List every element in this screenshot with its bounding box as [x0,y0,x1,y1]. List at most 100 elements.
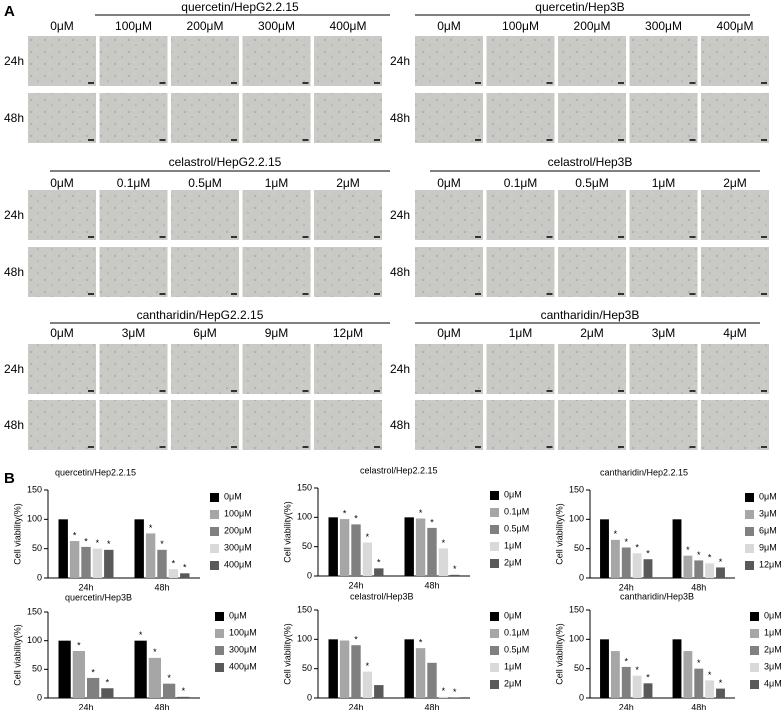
micrograph [171,247,239,297]
legend-label: 0.1μM [504,627,529,637]
column-label: 2μM [723,176,747,190]
column-label: 0μM [437,326,461,340]
significance: * [614,529,618,539]
y-tick-label: 0 [307,692,312,702]
bar [81,546,91,578]
micrograph [558,400,626,450]
row-label: 24h [4,54,24,68]
column-label: 100μM [115,19,152,33]
chart-title: quercetin/Hep2.2.15 [55,467,136,477]
significance: * [139,630,143,640]
bar [339,519,350,576]
legend-swatch [215,663,224,672]
significance: * [697,550,701,560]
micrograph [629,190,698,240]
y-axis-label: Cell viability(%) [282,623,292,685]
significance: * [646,549,650,559]
x-tick-label: 24h [619,702,634,710]
legend-swatch [210,493,219,502]
micrograph [314,190,382,240]
y-tick-label: 50 [302,541,312,551]
column-label: 200μM [187,19,224,33]
micrograph [242,190,311,240]
legend-label: 0μM [504,489,522,499]
micrograph [99,247,168,297]
column-label: 400μM [717,19,754,33]
micrograph [629,93,698,143]
bar [427,662,437,698]
grid-title: quercetin/Hep3B [535,0,624,14]
y-tick-label: 150 [297,604,312,614]
micrograph [701,36,769,86]
column-label: 12μM [333,326,363,340]
row-label: 24h [390,54,410,68]
micrograph [314,247,382,297]
micrograph [415,36,483,86]
legend-label: 2μM [764,644,782,654]
grid-title: celastrol/Hep3B [548,155,633,169]
column-label: 2μM [336,176,360,190]
micrograph [28,247,96,297]
significance: * [106,678,110,688]
bar [180,573,190,578]
x-tick-label: 48h [154,582,169,592]
y-tick-label: 50 [32,664,42,674]
significance: * [172,559,176,569]
bar [427,527,437,576]
y-tick-label: 100 [27,514,42,524]
legend-swatch [210,544,219,553]
row-label: 24h [390,208,410,222]
micrograph [99,36,168,86]
bar [69,541,80,578]
column-label: 100μM [502,19,539,33]
significance: * [635,543,639,553]
column-label: 0μM [437,176,461,190]
column-label: 3μM [652,326,676,340]
legend-swatch [490,508,499,517]
bar [694,668,704,698]
significance: * [708,553,712,563]
significance: * [686,545,690,555]
significance: * [167,673,171,683]
column-label: 0μM [437,19,461,33]
significance: * [77,640,81,650]
row-label: 48h [390,265,410,279]
legend-label: 12μM [759,559,782,569]
column-label: 2μM [580,326,604,340]
grid-title: cantharidin/HepG2.2.15 [137,308,264,322]
bar [351,524,361,576]
significance: * [91,667,95,677]
bar [716,688,725,698]
significance: * [719,678,723,688]
micrograph [28,400,96,450]
legend-label: 0μM [764,610,782,620]
micrograph [28,190,96,240]
legend-label: 400μM [229,661,257,671]
significance: * [697,658,701,668]
micrograph [99,400,168,450]
bar [58,519,68,578]
y-tick-label: 0 [579,692,584,702]
significance: * [354,635,358,645]
bar [610,651,620,698]
bar [610,539,620,578]
bar [328,639,338,698]
bar [101,688,114,698]
significance: * [442,686,446,696]
bar [438,696,449,698]
micrograph [171,190,239,240]
legend-swatch [210,510,219,519]
bar [148,657,161,698]
micrograph [28,36,96,86]
y-tick-label: 100 [569,514,584,524]
legend-swatch [750,629,759,638]
micrograph [701,247,769,297]
legend-swatch [745,493,754,502]
bar [683,555,693,578]
micrograph [558,344,626,394]
column-label: 1μM [509,326,533,340]
micrograph [486,344,555,394]
y-tick-label: 150 [569,604,584,614]
legend-label: 4μM [764,678,782,688]
column-label: 6μM [193,326,217,340]
